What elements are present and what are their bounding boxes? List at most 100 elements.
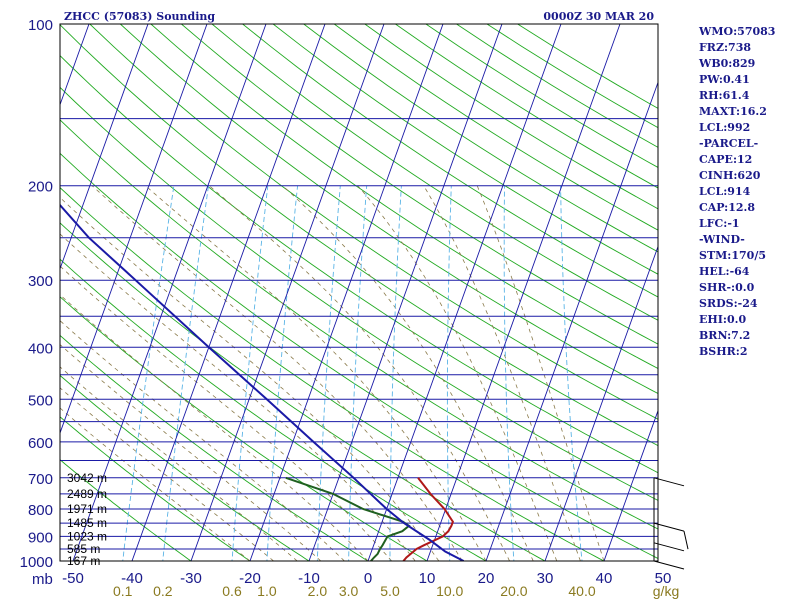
moist-adiabat-line bbox=[423, 185, 581, 561]
isotherm-line bbox=[485, 81, 658, 561]
index-lfc: LFC:-1 bbox=[699, 217, 740, 230]
dry-adiabat-line bbox=[60, 374, 310, 561]
pressure-tick-label: 900 bbox=[28, 529, 53, 546]
dry-adiabat-line bbox=[181, 24, 658, 345]
temperature-tick-label: 20 bbox=[478, 570, 495, 587]
pressure-tick-label: 300 bbox=[28, 273, 53, 290]
temperature-tick-label: 30 bbox=[537, 570, 554, 587]
height-label: 1023 m bbox=[67, 529, 107, 543]
chart-datetime: 0000Z 30 MAR 20 bbox=[543, 10, 654, 23]
height-label: 585 m bbox=[67, 542, 100, 556]
dry-adiabat-line bbox=[211, 24, 658, 321]
wind-barb bbox=[653, 560, 685, 570]
moist-adiabat-line bbox=[60, 366, 298, 561]
isotherm-line bbox=[603, 409, 658, 561]
mixing-ratio-label: 40.0 bbox=[568, 583, 595, 599]
index-parcel-lcl: LCL:914 bbox=[699, 185, 751, 198]
index-stm: STM:170/5 bbox=[699, 249, 766, 262]
mixing-ratio-label: 3.0 bbox=[339, 583, 359, 599]
index-maxt: MAXT:16.2 bbox=[699, 105, 767, 118]
height-label: 3042 m bbox=[67, 471, 107, 485]
mixing-ratio-line bbox=[446, 185, 452, 561]
mixing-ratio-line bbox=[560, 185, 583, 561]
height-label: 1971 m bbox=[67, 502, 107, 516]
isotherm-line bbox=[60, 24, 208, 435]
mixing-ratio-label: 0.2 bbox=[153, 583, 173, 599]
isotherm-line bbox=[249, 24, 444, 561]
dry-adiabat-line bbox=[60, 187, 605, 561]
pressure-tick-label: 100 bbox=[28, 17, 53, 34]
pressure-tick-label: 700 bbox=[28, 471, 53, 488]
isotherm-line bbox=[190, 24, 385, 561]
wind-barb bbox=[653, 542, 685, 552]
mixing-ratio-label: g/kg bbox=[653, 583, 679, 599]
dry-adiabat-line bbox=[119, 24, 658, 395]
mixing-ratio-label: 2.0 bbox=[308, 583, 328, 599]
wind-barb bbox=[653, 477, 685, 487]
isotherm-line bbox=[544, 245, 658, 561]
pressure-tick-label: 600 bbox=[28, 435, 53, 452]
temperature-tick-label: 0 bbox=[364, 570, 372, 587]
dry-adiabat-line bbox=[60, 296, 428, 561]
temperature-tick-label: -40 bbox=[121, 570, 143, 587]
index-wind-heading: -WIND- bbox=[699, 233, 745, 246]
mixing-ratio-line bbox=[348, 185, 368, 561]
isotherm-line bbox=[426, 24, 621, 561]
temperature-tick-label: -20 bbox=[239, 570, 261, 587]
parcel-line bbox=[60, 203, 465, 561]
index-parcel-heading: -PARCEL- bbox=[699, 137, 758, 150]
dry-adiabat-line bbox=[150, 24, 658, 370]
dry-adiabat-line bbox=[89, 24, 658, 420]
mixing-ratio-line bbox=[162, 185, 209, 561]
dry-adiabat-line bbox=[272, 24, 658, 275]
isotherm-line bbox=[308, 24, 503, 561]
moist-adiabat-line bbox=[60, 320, 345, 561]
index-cap: CAP:12.8 bbox=[699, 201, 755, 214]
index-shr: SHR-:0.0 bbox=[699, 281, 755, 294]
mixing-ratio-line bbox=[122, 185, 175, 561]
mixing-ratio-label: 1.0 bbox=[257, 583, 277, 599]
temperature-tick-label: 10 bbox=[419, 570, 436, 587]
index-rh: RH:61.4 bbox=[699, 89, 750, 102]
temperature-tick-label: 50 bbox=[655, 570, 672, 587]
dry-adiabat-line bbox=[60, 258, 487, 561]
isotherm-line bbox=[131, 24, 326, 561]
index-lcl: LCL:992 bbox=[699, 121, 750, 134]
mixing-ratio-label: 10.0 bbox=[436, 583, 463, 599]
mixing-ratio-line bbox=[389, 185, 402, 561]
height-label: 2489 m bbox=[67, 487, 107, 501]
height-label: 167 m bbox=[67, 554, 100, 568]
dry-adiabat-line bbox=[242, 24, 658, 298]
pressure-tick-label: 200 bbox=[28, 179, 53, 196]
wind-barb bbox=[653, 522, 685, 532]
pressure-tick-label: 500 bbox=[28, 392, 53, 409]
isotherm-line bbox=[367, 24, 562, 561]
temperature-tick-label: -30 bbox=[180, 570, 202, 587]
mixing-ratio-label: 5.0 bbox=[380, 583, 400, 599]
moist-adiabat-line bbox=[476, 185, 605, 561]
dry-adiabat-line bbox=[303, 24, 658, 253]
wind-barb-flag bbox=[683, 530, 689, 550]
mixing-ratio-line bbox=[503, 185, 515, 561]
grid-layer bbox=[60, 24, 658, 561]
temperature-tick-label: 40 bbox=[596, 570, 613, 587]
isotherm-line bbox=[72, 24, 267, 561]
pressure-axis: 100 200 300 400 500 600 700 800 900 1000 bbox=[20, 17, 53, 571]
index-ehi: EHI:0.0 bbox=[699, 313, 746, 326]
mixing-ratio-line bbox=[316, 185, 341, 561]
mixing-ratio-line bbox=[231, 185, 269, 561]
pressure-tick-label: 800 bbox=[28, 502, 53, 519]
plot-frame bbox=[59, 23, 659, 562]
dewpoint-line bbox=[285, 476, 411, 561]
mixing-ratio-label: 20.0 bbox=[500, 583, 527, 599]
mixing-ratio-axis: 0.1 0.2 0.6 1.0 2.0 3.0 5.0 10.0 20.0 40.0 g/kg bbox=[113, 583, 679, 599]
dry-adiabat-line bbox=[60, 54, 658, 474]
dry-adiabat-line bbox=[60, 459, 192, 561]
height-label: 1485 m bbox=[67, 516, 107, 530]
index-wb0: WB0:829 bbox=[698, 57, 755, 70]
index-pw: PW:0.41 bbox=[699, 73, 750, 86]
index-srds: SRDS:-24 bbox=[699, 297, 758, 310]
